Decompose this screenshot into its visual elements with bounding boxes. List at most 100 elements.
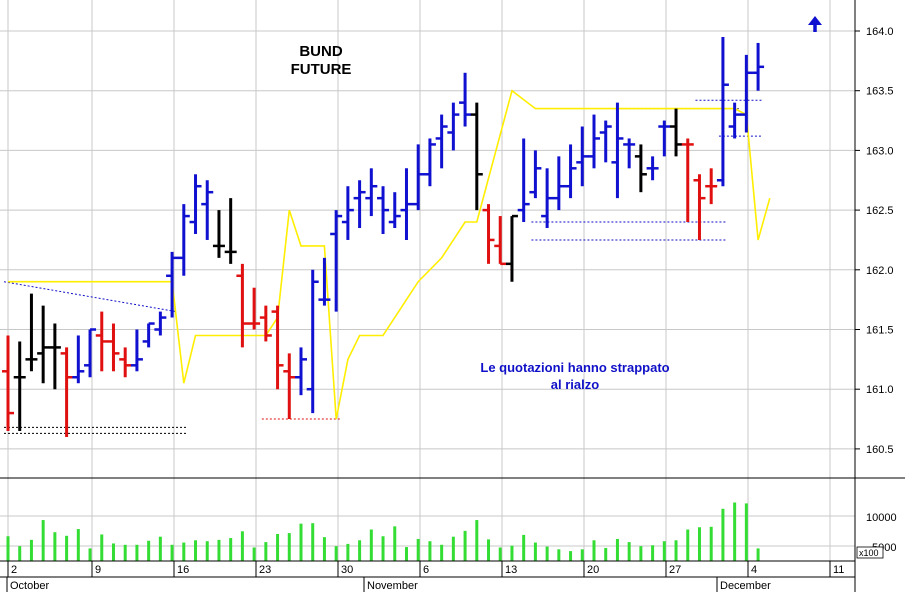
price-bar [423, 138, 436, 187]
price-bar [670, 108, 683, 157]
date-axis: 2 9 16 23 30 6 13 20 27 4 11 [7, 561, 844, 577]
price-bar [716, 36, 729, 187]
volume-unit-label: x100 [859, 548, 879, 558]
price-bar [189, 174, 202, 234]
price-bar [306, 269, 319, 414]
price-bar [623, 138, 636, 169]
price-bar [517, 138, 530, 223]
xtick-label: 11 [833, 564, 844, 576]
annotation-line2: al rialzo [551, 377, 599, 392]
price-bar [2, 335, 14, 431]
price-bar [505, 214, 518, 282]
xtick-label: 2 [11, 564, 17, 576]
price-bar [564, 144, 577, 199]
xtick-label: 20 [587, 564, 599, 576]
price-bar [634, 144, 647, 193]
ytick-label: 163.0 [866, 145, 894, 157]
price-bar [541, 168, 554, 229]
price-bar [84, 328, 97, 378]
price-bar [177, 204, 190, 276]
price-bar [740, 54, 753, 133]
price-bar [576, 126, 589, 187]
price-bar [154, 311, 167, 336]
price-bar [646, 156, 659, 181]
price-bar [412, 144, 425, 211]
price-bar [494, 216, 507, 266]
price-bar [166, 251, 179, 318]
xtick-label: 30 [341, 564, 353, 576]
price-bar [459, 72, 472, 127]
price-bar [72, 335, 85, 384]
price-bar [212, 210, 225, 258]
price-bar [588, 114, 600, 169]
price-bar [13, 341, 26, 431]
ytick-label: 163.5 [866, 86, 894, 98]
month-label: October [10, 580, 49, 592]
price-bar [611, 102, 624, 199]
month-label: December [720, 580, 771, 592]
price-bar [377, 186, 390, 234]
grid [0, 0, 855, 561]
price-bar [470, 102, 483, 211]
price-bar [705, 168, 718, 205]
reference-line [3, 281, 177, 313]
price-bar [599, 120, 612, 163]
price-bar [482, 204, 495, 264]
xtick-label: 13 [505, 564, 517, 576]
price-bar [330, 210, 343, 312]
price-bar [142, 322, 155, 348]
price-bar [435, 114, 448, 169]
ytick-label: 162.0 [866, 265, 894, 277]
price-bar [752, 42, 765, 91]
xtick-label: 16 [177, 564, 189, 576]
price-bars [2, 36, 765, 437]
xtick-label: 6 [423, 564, 429, 576]
month-axis: October November December [6, 577, 771, 592]
ytick-label: 160.5 [866, 444, 894, 456]
month-label: November [367, 580, 418, 592]
price-bar [400, 168, 413, 240]
price-bar [25, 293, 38, 372]
price-bar [693, 174, 706, 240]
volume-unit-box [856, 546, 884, 559]
ytick-label: 161.5 [866, 325, 894, 337]
price-bar [201, 180, 214, 240]
price-bar [259, 305, 272, 342]
ytick-label: 162.5 [866, 205, 894, 217]
up-arrow-icon [808, 16, 822, 32]
price-bar [107, 323, 120, 372]
price-bar [37, 305, 50, 384]
price-bar [60, 347, 73, 437]
price-bar [658, 120, 671, 157]
price-bar [529, 150, 542, 199]
price-bar [552, 156, 565, 211]
price-bar [248, 287, 261, 330]
price-bar [271, 305, 284, 390]
price-bar [236, 263, 249, 348]
price-bar [224, 198, 237, 264]
xtick-label: 9 [95, 564, 101, 576]
annotation-line1: Le quotazioni hanno strappato [480, 360, 669, 375]
price-bar [130, 329, 143, 372]
price-bar [48, 323, 61, 390]
xtick-label: 23 [259, 564, 271, 576]
xtick-label: 4 [751, 564, 757, 576]
price-bar [365, 168, 378, 217]
xtick-label: 27 [669, 564, 681, 576]
price-bar [283, 353, 296, 420]
price-bar [353, 180, 366, 229]
price-bar [341, 186, 354, 240]
price-bar [681, 138, 694, 223]
price-bar [447, 102, 460, 151]
price-axis: 164.0 163.5 163.0 162.5 162.0 161.5 161.0 160.5 [855, 26, 894, 456]
price-bar [318, 257, 331, 306]
volume-tick-10000: 10000 [866, 512, 897, 524]
volume-bars [6, 502, 760, 561]
chart-title-line1: BUND [299, 43, 342, 60]
ytick-label: 164.0 [866, 26, 894, 38]
chart-title-line2: FUTURE [291, 61, 352, 78]
price-bar [728, 102, 741, 139]
price-bar [119, 347, 132, 378]
price-bar [388, 192, 401, 229]
